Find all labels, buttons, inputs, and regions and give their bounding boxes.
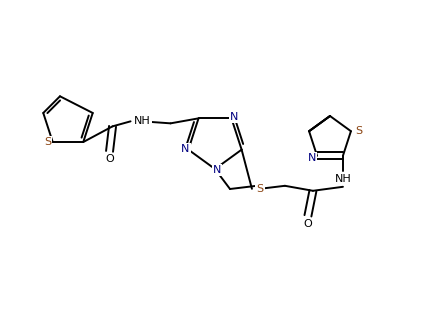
Text: N: N [181, 144, 190, 154]
Text: NH: NH [134, 116, 151, 126]
Text: S: S [256, 184, 264, 194]
Text: N: N [308, 153, 316, 163]
Text: NH: NH [335, 174, 352, 184]
Text: S: S [44, 137, 51, 147]
Text: S: S [355, 126, 363, 136]
Text: O: O [304, 219, 312, 229]
Text: N: N [230, 112, 239, 122]
Text: N: N [213, 165, 221, 175]
Text: O: O [105, 154, 114, 164]
